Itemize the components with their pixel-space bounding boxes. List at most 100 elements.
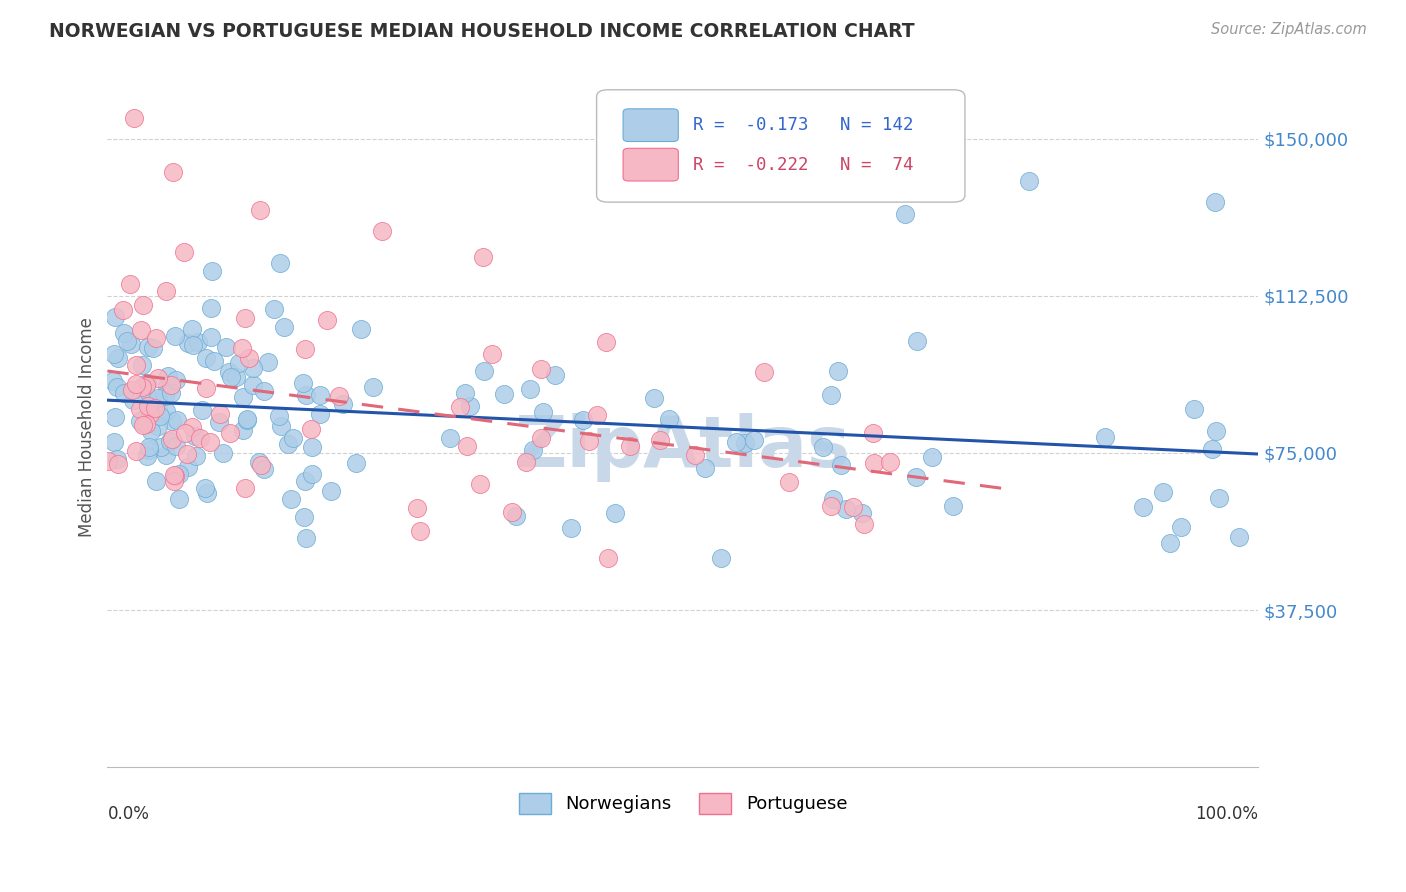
Norwegians (522, 442, 544, 457)
FancyBboxPatch shape (623, 148, 678, 181)
Norwegians (184, 450, 207, 464)
Norwegians (472, 364, 495, 378)
Norwegians (905, 334, 928, 349)
Text: NORWEGIAN VS PORTUGUESE MEDIAN HOUSEHOLD INCOME CORRELATION CHART: NORWEGIAN VS PORTUGUESE MEDIAN HOUSEHOLD… (49, 22, 915, 41)
Portuguese (143, 401, 166, 415)
Norwegians (138, 397, 160, 411)
Legend: Norwegians, Portuguese: Norwegians, Portuguese (509, 784, 856, 823)
Norwegians (1201, 442, 1223, 457)
Portuguese (449, 400, 471, 414)
Portuguese (155, 284, 177, 298)
Norwegians (281, 431, 304, 445)
Norwegians (301, 441, 323, 455)
Portuguese (181, 420, 204, 434)
Norwegians (163, 328, 186, 343)
Norwegians (1227, 530, 1250, 544)
Norwegians (643, 392, 665, 406)
Portuguese (405, 501, 427, 516)
Norwegians (146, 391, 169, 405)
Norwegians (294, 532, 316, 546)
Norwegians (212, 445, 235, 459)
Norwegians (458, 400, 481, 414)
Portuguese (595, 334, 617, 349)
Portuguese (249, 202, 271, 217)
Norwegians (142, 342, 165, 356)
Portuguese (125, 444, 148, 458)
Norwegians (228, 356, 250, 370)
Norwegians (242, 377, 264, 392)
Norwegians (159, 434, 181, 448)
Portuguese (173, 244, 195, 259)
Norwegians (894, 207, 917, 221)
Norwegians (131, 358, 153, 372)
Portuguese (135, 377, 157, 392)
Portuguese (862, 426, 884, 441)
Norwegians (242, 360, 264, 375)
Norwegians (136, 449, 159, 463)
Portuguese (371, 224, 394, 238)
Norwegians (742, 433, 765, 447)
Norwegians (301, 467, 323, 481)
Norwegians (122, 393, 145, 408)
Portuguese (132, 298, 155, 312)
Norwegians (603, 506, 626, 520)
Portuguese (752, 365, 775, 379)
Norwegians (247, 455, 270, 469)
Norwegians (531, 405, 554, 419)
FancyBboxPatch shape (623, 109, 678, 142)
Text: 100.0%: 100.0% (1195, 805, 1258, 822)
Norwegians (129, 414, 152, 428)
Portuguese (129, 402, 152, 417)
Norwegians (194, 351, 217, 365)
Norwegians (180, 322, 202, 336)
Norwegians (294, 474, 316, 488)
Norwegians (103, 346, 125, 360)
Norwegians (115, 334, 138, 348)
Norwegians (1094, 430, 1116, 444)
Norwegians (139, 424, 162, 438)
Norwegians (177, 459, 200, 474)
Norwegians (194, 481, 217, 495)
Norwegians (710, 550, 733, 565)
Portuguese (470, 477, 492, 491)
Portuguese (97, 454, 120, 468)
Portuguese (529, 432, 551, 446)
Text: R =  -0.173   N = 142: R = -0.173 N = 142 (693, 116, 914, 134)
Norwegians (104, 310, 127, 324)
Norwegians (253, 462, 276, 476)
Norwegians (332, 397, 354, 411)
Portuguese (145, 331, 167, 345)
Norwegians (103, 434, 125, 449)
Portuguese (131, 380, 153, 394)
Portuguese (160, 432, 183, 446)
Portuguese (121, 383, 143, 397)
Norwegians (191, 403, 214, 417)
Norwegians (235, 411, 257, 425)
Norwegians (105, 452, 128, 467)
Norwegians (208, 415, 231, 429)
Portuguese (233, 311, 256, 326)
Norwegians (454, 386, 477, 401)
Norwegians (572, 413, 595, 427)
Norwegians (269, 409, 291, 423)
Portuguese (146, 371, 169, 385)
Norwegians (942, 500, 965, 514)
Norwegians (221, 370, 243, 384)
Portuguese (198, 435, 221, 450)
Portuguese (188, 431, 211, 445)
Portuguese (194, 381, 217, 395)
Portuguese (315, 313, 337, 327)
Norwegians (1152, 484, 1174, 499)
Norwegians (277, 436, 299, 450)
Norwegians (830, 458, 852, 472)
Norwegians (1204, 194, 1226, 209)
Norwegians (169, 467, 191, 482)
Text: R =  -0.222   N =  74: R = -0.222 N = 74 (693, 156, 914, 174)
Portuguese (219, 425, 242, 440)
Norwegians (136, 376, 159, 390)
Portuguese (176, 447, 198, 461)
Norwegians (159, 386, 181, 401)
Norwegians (905, 469, 928, 483)
Portuguese (174, 425, 197, 440)
Norwegians (835, 502, 858, 516)
